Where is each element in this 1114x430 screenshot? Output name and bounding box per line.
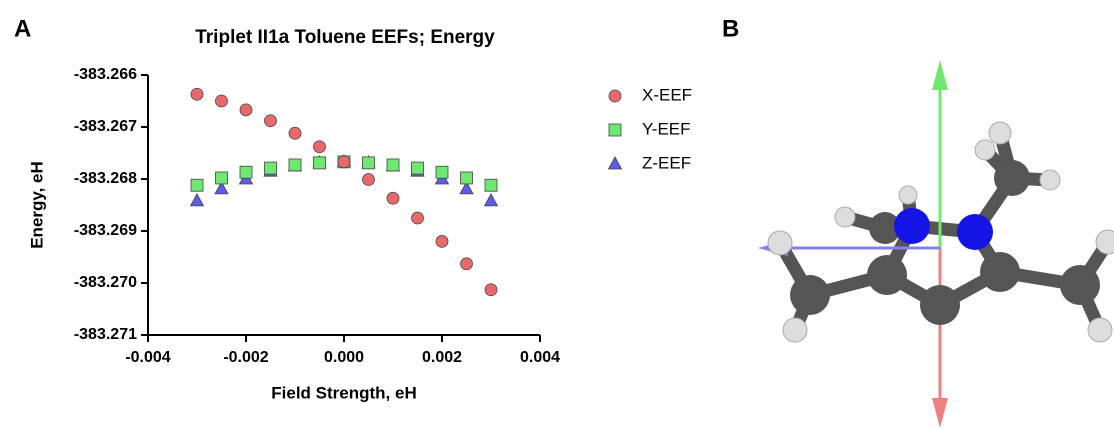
chart-title: Triplet II1a Toluene EEFs; Energy (195, 27, 495, 48)
marker (216, 172, 228, 184)
molecule (758, 60, 1114, 428)
marker (436, 235, 448, 247)
marker (387, 159, 399, 171)
panel-label: A (14, 15, 31, 42)
marker (240, 104, 252, 116)
legend-marker (609, 157, 622, 169)
marker (363, 174, 375, 186)
legend-label: X-EEF (642, 85, 692, 104)
y-tick-label: -383.266 (74, 66, 137, 83)
legend-marker (609, 90, 621, 102)
x-tick-label: -0.004 (125, 349, 170, 366)
marker (289, 159, 301, 171)
marker (191, 179, 203, 191)
marker (289, 127, 301, 139)
x-tick-label: -0.002 (223, 349, 268, 366)
marker (412, 212, 424, 224)
marker (436, 166, 448, 178)
marker (387, 192, 399, 204)
legend-marker (609, 124, 621, 136)
marker (412, 162, 424, 174)
legend-label: Y-EEF (642, 119, 691, 138)
x-tick-label: 0.002 (422, 349, 462, 366)
legend-label: Z-EEF (642, 153, 691, 172)
y-axis-title: Energy, eH (27, 161, 46, 249)
y-tick-label: -383.268 (74, 170, 137, 187)
marker (461, 172, 473, 184)
y-tick-label: -383.270 (74, 274, 137, 291)
y-tick-label: -383.271 (74, 326, 137, 343)
marker (461, 258, 473, 270)
marker (265, 115, 277, 127)
x-axis-title: Field Strength, eH (271, 383, 416, 402)
marker (265, 162, 277, 174)
marker (363, 157, 375, 169)
figure: A B Triplet II1a Toluene EEFs; Energy Fi… (0, 0, 1114, 430)
marker (191, 194, 204, 206)
x-tick-label: 0.000 (324, 349, 364, 366)
marker (191, 88, 203, 100)
marker (338, 156, 350, 168)
marker (314, 157, 326, 169)
marker (485, 179, 497, 191)
y-tick-label: -383.269 (74, 222, 137, 239)
marker (314, 141, 326, 153)
y-tick-label: -383.267 (74, 118, 137, 135)
panel-label: B (722, 15, 739, 42)
marker (485, 194, 498, 206)
marker (240, 166, 252, 178)
marker (485, 284, 497, 296)
marker (216, 95, 228, 107)
x-tick-label: 0.004 (520, 349, 560, 366)
